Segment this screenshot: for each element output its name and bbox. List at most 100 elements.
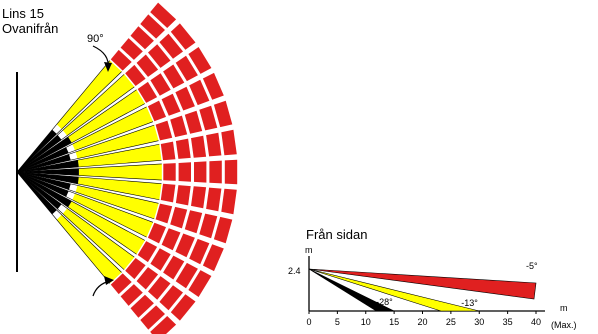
fan-edge-line (16, 106, 147, 173)
fan-edge-line (16, 171, 160, 201)
fan-far-stripe (120, 38, 143, 60)
fan-far-stripe (137, 81, 158, 103)
fan-far-stripe (155, 203, 173, 224)
fan-far-stripe (206, 187, 222, 212)
fan-far-stripe (148, 276, 171, 300)
x-tick-label: 20 (417, 317, 427, 327)
side-view: Från sidan m 2.4 -5° -13° -28° 0 5 10 15 20 25 3… (288, 227, 577, 330)
fan-near-zone (17, 136, 72, 172)
fan-far-stripe (136, 54, 159, 77)
fan-far-stripe (224, 159, 238, 185)
fan-mid-zone (78, 163, 162, 181)
fan-far-stripe (147, 100, 166, 122)
fan-far-stripe (191, 135, 207, 158)
fan-mid-zone (77, 144, 162, 167)
fan-far-stripe (194, 161, 207, 183)
fan-edge-line (16, 171, 147, 238)
fan-mid-zone (56, 60, 122, 130)
fan-far-stripe (209, 160, 222, 184)
fan-edge-line (16, 171, 159, 204)
fan-far-stripe (170, 115, 188, 138)
fan-far-stripe (175, 138, 191, 159)
fan-mid-zone (75, 125, 159, 159)
fan-edge-line (16, 171, 162, 185)
fan-edge-line (16, 74, 125, 173)
side-view-x-ticks: 0 5 10 15 20 25 30 35 40 (306, 311, 541, 327)
top-view: Lins 15 Ovanifrån 90° (2, 2, 238, 334)
top-view-title-line2: Ovanifrån (2, 21, 58, 36)
fan-near-zone (17, 134, 62, 172)
fan-far-stripe (147, 222, 166, 244)
fan-segment (16, 47, 212, 173)
fan-far-stripe (184, 110, 203, 134)
fan-far-stripe (159, 285, 183, 311)
fan-far-stripe (130, 26, 154, 50)
fan-edge-line (16, 121, 154, 173)
side-view-y-unit: m (305, 245, 313, 255)
fan-far-stripe (175, 185, 191, 206)
fan-edge-line (16, 71, 122, 173)
x-tick-label: 30 (474, 317, 484, 327)
fan-far-stripe (163, 163, 176, 181)
fan-edge-line (16, 103, 146, 173)
fan-far-stripe (189, 238, 210, 265)
fan-far-stripe (150, 248, 171, 271)
fan-far-stripe (159, 33, 183, 59)
fan-far-stripe (213, 216, 233, 244)
fan-mid-zone (62, 208, 135, 270)
x-tick-label: 5 (335, 317, 340, 327)
fan-far-stripe (178, 162, 191, 182)
fan-segment (16, 171, 196, 321)
fan-far-stripe (150, 73, 171, 96)
fan-segment (16, 2, 177, 173)
fan-near-zone (17, 172, 57, 215)
fan-far-stripe (175, 262, 198, 289)
fan-far-stripe (188, 47, 212, 74)
fan-edge-line (16, 171, 111, 284)
fan-edge-line (16, 60, 111, 173)
fan-far-stripe (213, 100, 233, 128)
side-beam-angle-label: -5° (526, 261, 538, 271)
fan-near-zone (17, 168, 79, 176)
fan-mid-zone (62, 74, 135, 136)
fan-far-stripe (206, 132, 222, 157)
fan-far-stripe (175, 233, 195, 258)
fan-mid-zone (75, 185, 159, 219)
fan-far-stripe (188, 270, 212, 297)
fan-far-stripe (202, 244, 224, 272)
fan-far-stripe (150, 316, 177, 334)
side-view-title: Från sidan (306, 227, 367, 242)
side-view-x-unit: m (560, 303, 568, 313)
fan-far-stripe (199, 105, 218, 131)
top-view-angle-label: 90° (87, 33, 104, 45)
side-view-x-max-note: (Max.) (551, 320, 577, 330)
fan-segment (16, 171, 212, 297)
fan-far-stripe (175, 86, 195, 111)
angle-arrow-bottom-head (104, 276, 114, 285)
fan-segment (16, 171, 237, 215)
x-tick-label: 15 (389, 317, 399, 327)
fan-segment (16, 159, 238, 185)
x-tick-label: 35 (503, 317, 513, 327)
fan-edge-line (16, 86, 135, 173)
side-view-beams: -5° -13° -28° (308, 261, 538, 312)
fan-edge-line (16, 159, 162, 173)
fan-edge-line (16, 171, 162, 181)
fan-far-stripe (110, 273, 132, 295)
fan-far-stripe (160, 183, 176, 203)
fan-edge-line (16, 143, 160, 173)
side-beam-angle-label: -13° (461, 298, 478, 308)
fan-far-stripe (163, 255, 185, 280)
side-beam (308, 268, 395, 312)
fan-segment (16, 171, 233, 244)
fan-far-stripe (161, 228, 181, 251)
side-beam (308, 268, 537, 300)
top-view-title-line1: Lins 15 (2, 6, 44, 21)
fan-far-stripe (130, 294, 154, 318)
fan-edge-line (16, 171, 135, 258)
fan-mid-zone (72, 193, 153, 238)
fan-segment (16, 23, 196, 173)
fan-far-stripe (150, 2, 177, 28)
x-tick-label: 25 (446, 317, 456, 327)
